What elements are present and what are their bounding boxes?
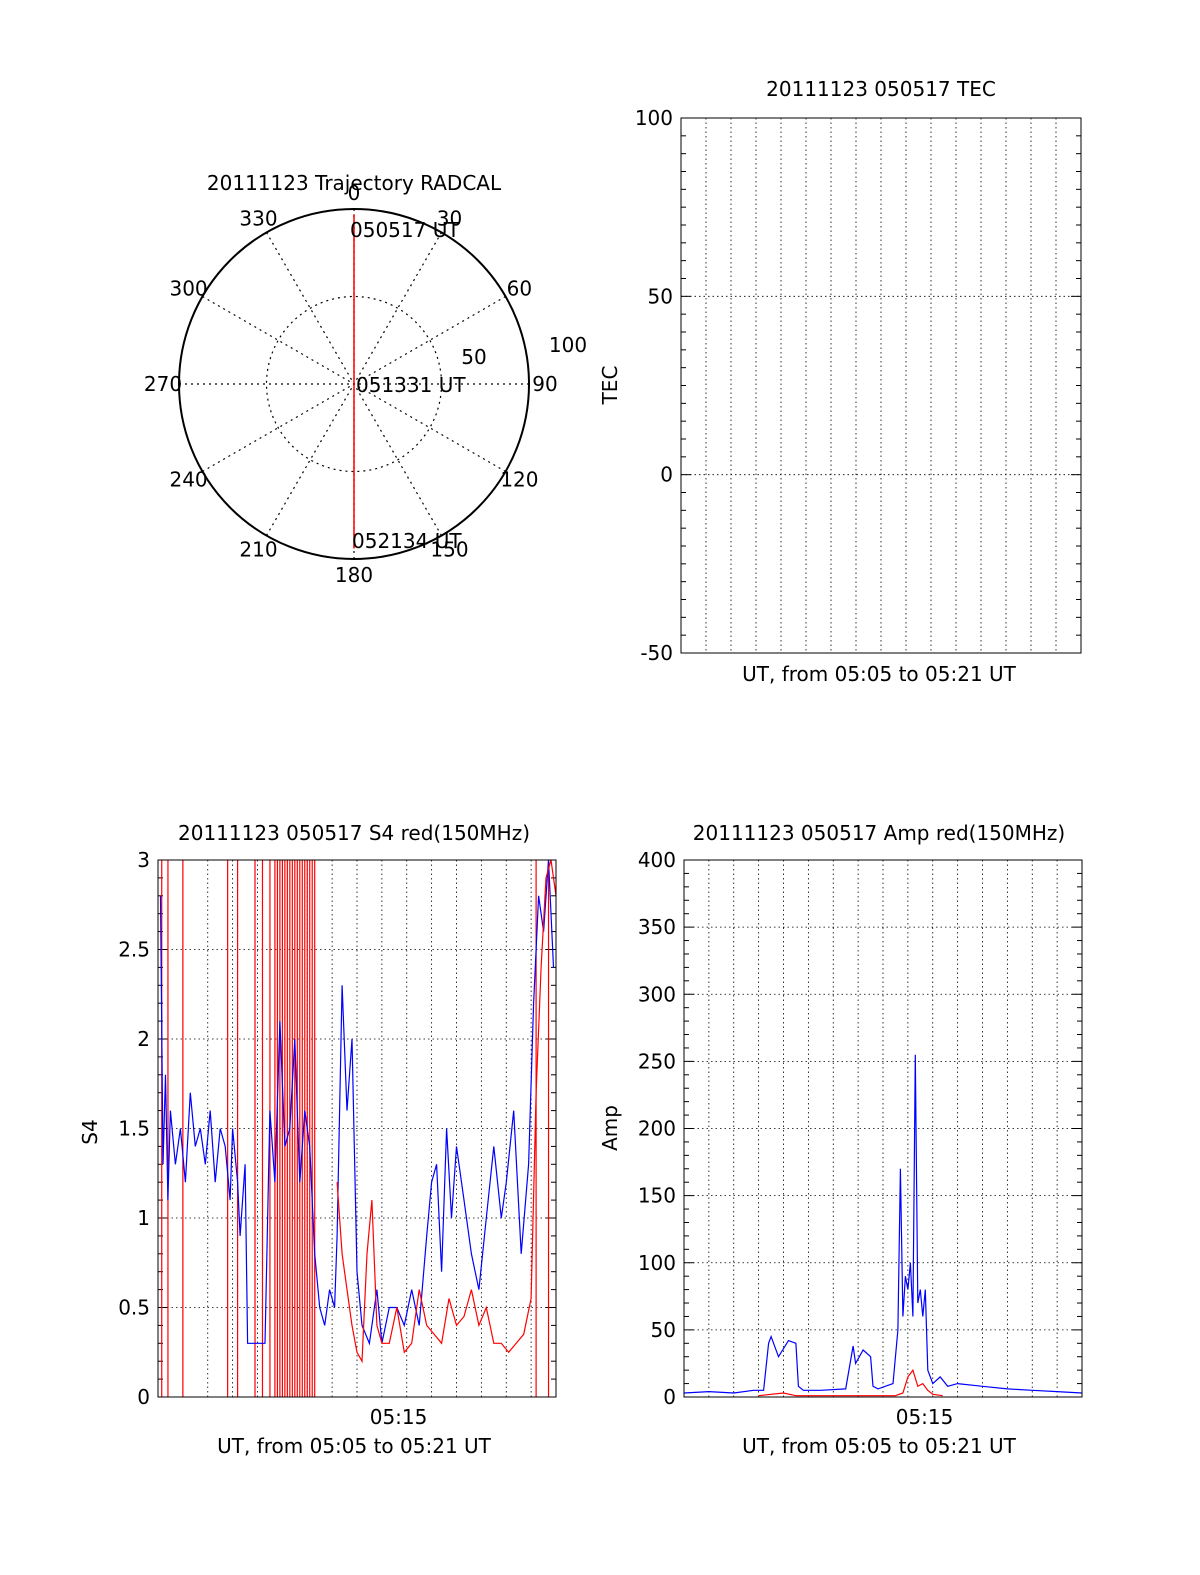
amp-title: 20111123 050517 Amp red(150MHz) bbox=[693, 821, 1065, 845]
amp-y-tick-label: 150 bbox=[638, 1184, 676, 1208]
polar-trajectory-panel: 20111123 Trajectory RADCAL 0 30 60 90 120 150… bbox=[144, 171, 587, 587]
s4-y-tick-labels: 3 2.5 2 1.5 1 0.5 0 bbox=[118, 848, 150, 1409]
s4-y-tick-label: 3 bbox=[137, 848, 150, 872]
polar-angle-label: 210 bbox=[239, 537, 277, 561]
amp-red-series-line bbox=[758, 1368, 943, 1397]
tec-title: 20111123 050517 TEC bbox=[766, 77, 996, 101]
amp-plot-frame bbox=[683, 859, 1083, 1398]
s4-y-tick-label: 0.5 bbox=[118, 1296, 150, 1320]
amp-y-axis-label: Amp bbox=[598, 1105, 622, 1151]
tec-y-axis-label: TEC bbox=[598, 366, 622, 406]
tec-plot-frame bbox=[680, 117, 1082, 654]
polar-angle-label: 270 bbox=[144, 372, 182, 396]
s4-red-series-line bbox=[336, 859, 557, 1364]
s4-y-tick-label: 2.5 bbox=[118, 938, 150, 962]
amp-y-tick-label: 250 bbox=[638, 1049, 676, 1073]
s4-blue-series-line bbox=[159, 859, 555, 1346]
s4-y-tick-label: 2 bbox=[137, 1027, 150, 1051]
amp-y-tick-labels: 400 350 300 250 200 150 100 50 0 bbox=[638, 848, 676, 1409]
amp-y-tick-label: 350 bbox=[638, 915, 676, 939]
polar-radius-label-100: 100 bbox=[549, 333, 587, 357]
amp-y-tick-label: 50 bbox=[651, 1318, 676, 1342]
s4-y-tick-label: 1.5 bbox=[118, 1117, 150, 1141]
polar-annotation-start: 050517 UT bbox=[350, 218, 460, 242]
s4-red-spikes bbox=[161, 860, 550, 1397]
polar-angle-label: 30 bbox=[437, 207, 462, 231]
polar-angle-labels: 0 30 60 90 120 150 180 210 240 270 300 330 bbox=[144, 181, 558, 587]
s4-plot-frame bbox=[157, 859, 557, 1398]
amp-grid bbox=[684, 860, 1082, 1397]
polar-outer-circle bbox=[178, 208, 530, 560]
s4-y-tick-label: 1 bbox=[137, 1206, 150, 1230]
tec-x-axis-label: UT, from 05:05 to 05:21 UT bbox=[742, 662, 1017, 686]
s4-y-tick-label: 0 bbox=[137, 1385, 150, 1409]
amp-y-tick-label: 400 bbox=[638, 848, 676, 872]
amp-x-tick-label: 05:15 bbox=[896, 1405, 954, 1429]
amp-y-tick-label: 0 bbox=[663, 1385, 676, 1409]
polar-angle-label: 180 bbox=[335, 563, 373, 587]
tec-y-tick-labels: 100 50 0 -50 bbox=[635, 106, 673, 665]
polar-angle-label: 60 bbox=[507, 277, 532, 301]
polar-radius-label-50: 50 bbox=[461, 345, 486, 369]
amp-y-tick-label: 100 bbox=[638, 1251, 676, 1275]
s4-grid bbox=[158, 860, 556, 1397]
tec-y-tick-label: 0 bbox=[660, 463, 673, 487]
tec-panel: 20111123 050517 TEC 100 50 0 -50 TEC UT, fr… bbox=[598, 77, 1082, 686]
polar-angle-label: 150 bbox=[430, 537, 468, 561]
amp-x-axis-label: UT, from 05:05 to 05:21 UT bbox=[742, 1434, 1017, 1458]
polar-angle-label: 120 bbox=[500, 468, 538, 492]
s4-y-axis-label: S4 bbox=[78, 1119, 102, 1144]
amp-panel: 20111123 050517 Amp red(150MHz) 400 350 30… bbox=[598, 821, 1083, 1458]
s4-panel: 20111123 050517 S4 red(150MHz) 3 2.5 2 1.5 1… bbox=[78, 821, 557, 1458]
polar-angle-label: 240 bbox=[169, 468, 207, 492]
polar-annotation-mid: 051331 UT bbox=[356, 373, 466, 397]
polar-title: 20111123 Trajectory RADCAL bbox=[207, 171, 502, 195]
amp-y-tick-label: 300 bbox=[638, 982, 676, 1006]
polar-inner-circle bbox=[265, 295, 443, 473]
polar-angle-label: 0 bbox=[348, 181, 361, 205]
tec-y-tick-label: 100 bbox=[635, 106, 673, 130]
amp-y-tick-label: 200 bbox=[638, 1117, 676, 1141]
polar-angle-label: 90 bbox=[532, 372, 557, 396]
tec-y-tick-label: 50 bbox=[648, 284, 673, 308]
s4-title: 20111123 050517 S4 red(150MHz) bbox=[178, 821, 530, 845]
tec-grid bbox=[681, 118, 1081, 653]
tec-y-tick-label: -50 bbox=[640, 641, 673, 665]
amp-blue-series-line bbox=[683, 1054, 1083, 1394]
s4-x-tick-label: 05:15 bbox=[370, 1405, 428, 1429]
s4-x-axis-label: UT, from 05:05 to 05:21 UT bbox=[217, 1434, 492, 1458]
polar-angle-label: 330 bbox=[239, 207, 277, 231]
amp-minor-ticks bbox=[684, 859, 1082, 1398]
polar-angle-label: 300 bbox=[169, 277, 207, 301]
polar-annotation-end: 052134 UT bbox=[352, 529, 462, 553]
